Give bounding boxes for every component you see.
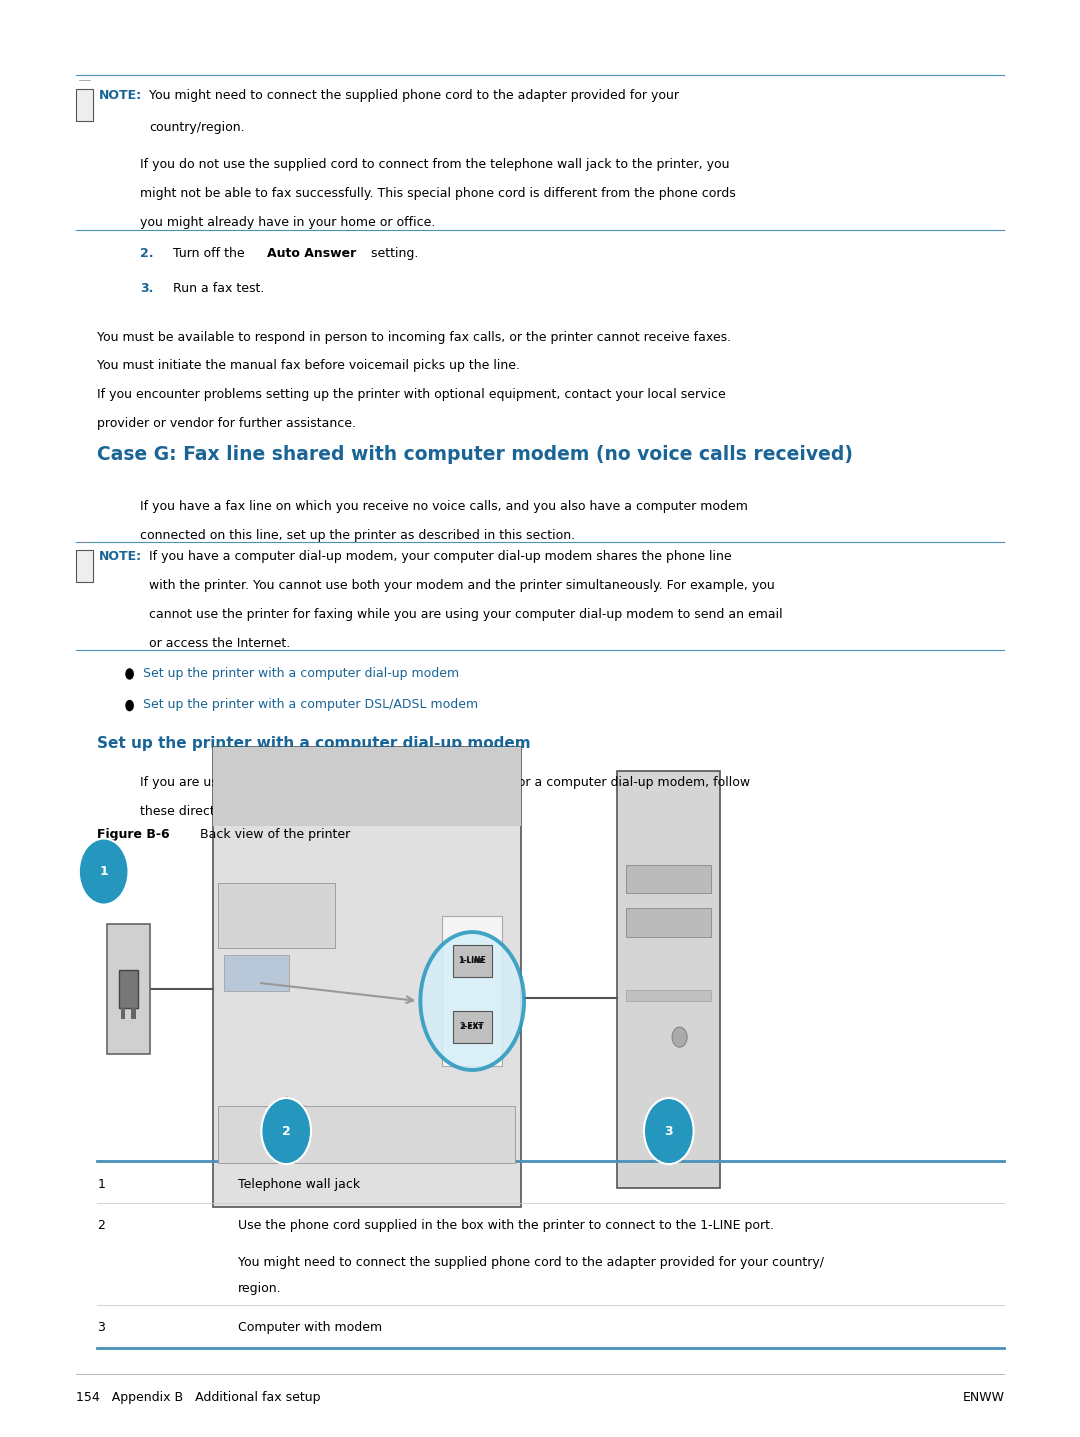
Text: Telephone wall jack: Telephone wall jack	[238, 1178, 360, 1191]
Text: with the printer. You cannot use both your modem and the printer simultaneously.: with the printer. You cannot use both yo…	[149, 579, 774, 592]
Text: 1: 1	[97, 1178, 105, 1191]
Text: setting.: setting.	[367, 247, 419, 260]
FancyBboxPatch shape	[213, 747, 521, 826]
Text: Set up the printer with a computer dial-up modem: Set up the printer with a computer dial-…	[143, 667, 459, 680]
Text: If you are using the same phone line for sending faxes and for a computer dial-u: If you are using the same phone line for…	[140, 776, 751, 789]
Text: country/region.: country/region.	[149, 121, 245, 134]
Text: 1-LINE: 1-LINE	[460, 958, 485, 964]
Text: these directions for setting up the printer.: these directions for setting up the prin…	[140, 805, 403, 818]
Text: If you have a computer dial-up modem, your computer dial-up modem shares the pho: If you have a computer dial-up modem, yo…	[149, 550, 731, 563]
Text: You might need to connect the supplied phone cord to the adapter provided for yo: You might need to connect the supplied p…	[238, 1256, 824, 1269]
Text: Computer with modem: Computer with modem	[238, 1321, 381, 1334]
Text: 3: 3	[664, 1125, 673, 1138]
FancyBboxPatch shape	[107, 924, 150, 1053]
Circle shape	[644, 1098, 693, 1164]
Text: Case G: Fax line shared with computer modem (no voice calls received): Case G: Fax line shared with computer mo…	[97, 445, 853, 464]
FancyBboxPatch shape	[76, 550, 93, 582]
FancyBboxPatch shape	[121, 1007, 125, 1019]
Text: If you encounter problems setting up the printer with optional equipment, contac: If you encounter problems setting up the…	[97, 388, 726, 401]
Text: Figure B-6: Figure B-6	[97, 828, 170, 841]
Text: NOTE:: NOTE:	[99, 550, 143, 563]
Text: provider or vendor for further assistance.: provider or vendor for further assistanc…	[97, 417, 356, 430]
FancyBboxPatch shape	[453, 946, 491, 977]
FancyBboxPatch shape	[618, 772, 720, 1188]
FancyBboxPatch shape	[442, 917, 502, 1066]
Text: 2-EXT: 2-EXT	[461, 1025, 484, 1030]
FancyBboxPatch shape	[119, 970, 138, 1007]
FancyBboxPatch shape	[132, 1007, 136, 1019]
FancyBboxPatch shape	[626, 865, 712, 894]
Text: Set up the printer with a computer DSL/ADSL modem: Set up the printer with a computer DSL/A…	[143, 698, 477, 711]
FancyBboxPatch shape	[76, 89, 93, 121]
Text: 3.: 3.	[140, 282, 153, 295]
Text: You must initiate the manual fax before voicemail picks up the line.: You must initiate the manual fax before …	[97, 359, 521, 372]
FancyBboxPatch shape	[213, 747, 521, 1207]
Text: 154   Appendix B   Additional fax setup: 154 Appendix B Additional fax setup	[76, 1391, 320, 1404]
FancyBboxPatch shape	[626, 990, 712, 1002]
Text: 2.: 2.	[140, 247, 154, 260]
FancyBboxPatch shape	[218, 1106, 515, 1164]
Circle shape	[420, 933, 524, 1071]
Circle shape	[261, 1098, 311, 1164]
Text: 2-EXT: 2-EXT	[460, 1022, 485, 1032]
Text: Set up the printer with a computer dial-up modem: Set up the printer with a computer dial-…	[97, 736, 531, 750]
Text: or access the Internet.: or access the Internet.	[149, 637, 291, 650]
Text: 2: 2	[282, 1125, 291, 1138]
Text: NOTE:: NOTE:	[99, 89, 143, 102]
Text: connected on this line, set up the printer as described in this section.: connected on this line, set up the print…	[140, 529, 576, 542]
Text: you might already have in your home or office.: you might already have in your home or o…	[140, 216, 435, 228]
Circle shape	[672, 1027, 687, 1048]
Text: ENWW: ENWW	[962, 1391, 1004, 1404]
Text: If you have a fax line on which you receive no voice calls, and you also have a : If you have a fax line on which you rece…	[140, 500, 748, 513]
Text: might not be able to fax successfully. This special phone cord is different from: might not be able to fax successfully. T…	[140, 187, 737, 200]
Text: You might need to connect the supplied phone cord to the adapter provided for yo: You might need to connect the supplied p…	[149, 89, 679, 102]
Text: 2: 2	[97, 1219, 105, 1232]
Text: region.: region.	[238, 1282, 281, 1295]
Text: Back view of the printer: Back view of the printer	[192, 828, 351, 841]
Text: Run a fax test.: Run a fax test.	[173, 282, 265, 295]
Text: Auto Answer: Auto Answer	[267, 247, 356, 260]
Text: cannot use the printer for faxing while you are using your computer dial-up mode: cannot use the printer for faxing while …	[149, 608, 783, 621]
Circle shape	[79, 839, 129, 905]
Text: 1: 1	[99, 865, 108, 878]
FancyBboxPatch shape	[224, 956, 288, 992]
Text: Use the phone cord supplied in the box with the printer to connect to the 1-LINE: Use the phone cord supplied in the box w…	[238, 1219, 773, 1232]
Circle shape	[125, 700, 134, 711]
Text: If you do not use the supplied cord to connect from the telephone wall jack to t: If you do not use the supplied cord to c…	[140, 158, 730, 171]
FancyBboxPatch shape	[626, 908, 712, 937]
Text: 3: 3	[97, 1321, 105, 1334]
Text: 1-LINE: 1-LINE	[458, 956, 486, 966]
Circle shape	[125, 668, 134, 680]
Text: Turn off the: Turn off the	[173, 247, 248, 260]
FancyBboxPatch shape	[453, 1012, 491, 1043]
Text: You must be available to respond in person to incoming fax calls, or the printer: You must be available to respond in pers…	[97, 331, 731, 343]
FancyBboxPatch shape	[218, 884, 336, 948]
